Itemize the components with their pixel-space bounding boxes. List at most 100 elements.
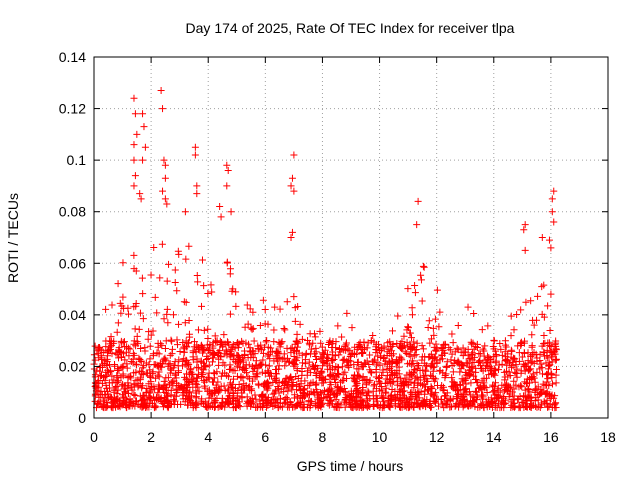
- data-point: [318, 343, 326, 351]
- data-point: [184, 339, 192, 347]
- data-point: [397, 354, 405, 362]
- data-point: [433, 359, 441, 367]
- data-point: [370, 402, 378, 410]
- data-point: [395, 363, 403, 371]
- data-point: [483, 389, 491, 397]
- data-point: [534, 292, 542, 300]
- data-point: [190, 375, 198, 383]
- data-point: [256, 345, 264, 353]
- data-point: [524, 357, 532, 365]
- data-point: [289, 403, 297, 411]
- data-point: [548, 195, 556, 203]
- data-point: [540, 331, 548, 339]
- data-point: [115, 347, 123, 355]
- data-point: [170, 396, 178, 404]
- data-point: [266, 355, 274, 363]
- data-point: [270, 326, 278, 334]
- data-point: [98, 356, 106, 364]
- data-point: [398, 337, 406, 345]
- data-point: [480, 352, 488, 360]
- data-point: [226, 265, 234, 273]
- data-point: [256, 397, 264, 405]
- data-point: [547, 244, 555, 252]
- data-point: [467, 379, 475, 387]
- data-point: [298, 335, 306, 343]
- data-point: [102, 305, 110, 313]
- y-tick-label: 0.1: [67, 152, 87, 168]
- data-point: [157, 363, 165, 371]
- data-point: [107, 394, 115, 402]
- data-point: [510, 326, 518, 334]
- data-point: [438, 352, 446, 360]
- data-point: [223, 161, 231, 169]
- data-point: [503, 361, 511, 369]
- data-point: [372, 373, 380, 381]
- data-point: [259, 356, 267, 364]
- data-point: [317, 369, 325, 377]
- data-point: [453, 387, 461, 395]
- data-point: [496, 340, 504, 348]
- data-point: [235, 357, 243, 365]
- data-point: [220, 331, 228, 339]
- data-point: [456, 380, 464, 388]
- data-point: [504, 382, 512, 390]
- data-point: [492, 357, 500, 365]
- data-point: [113, 390, 121, 398]
- data-point: [324, 365, 332, 373]
- data-point: [139, 315, 147, 323]
- data-point: [265, 362, 273, 370]
- data-point: [478, 326, 486, 334]
- data-point: [455, 358, 463, 366]
- data-point: [328, 400, 336, 408]
- data-point: [353, 381, 361, 389]
- data-point: [442, 392, 450, 400]
- data-point: [490, 336, 498, 344]
- data-point: [474, 403, 482, 411]
- data-point: [156, 395, 164, 403]
- data-point: [103, 362, 111, 370]
- data-point: [520, 226, 528, 234]
- data-point: [420, 376, 428, 384]
- data-point: [127, 398, 135, 406]
- data-point: [240, 363, 248, 371]
- data-point: [430, 391, 438, 399]
- data-point: [495, 393, 503, 401]
- y-tick-label: 0.04: [59, 307, 86, 323]
- data-point: [404, 399, 412, 407]
- data-point: [249, 399, 257, 407]
- data-point: [544, 369, 552, 377]
- data-point: [340, 388, 348, 396]
- data-point: [174, 341, 182, 349]
- data-point: [121, 342, 129, 350]
- data-point: [281, 326, 289, 334]
- data-point: [119, 380, 127, 388]
- data-point: [147, 331, 155, 339]
- data-point: [523, 380, 531, 388]
- data-point: [338, 377, 346, 385]
- data-point: [299, 385, 307, 393]
- data-point: [163, 305, 171, 313]
- data-point: [256, 321, 264, 329]
- data-point: [358, 402, 366, 410]
- data-point: [114, 374, 122, 382]
- data-point: [234, 398, 242, 406]
- data-point: [360, 345, 368, 353]
- data-point: [528, 342, 536, 350]
- data-point: [343, 361, 351, 369]
- data-point: [242, 382, 250, 390]
- data-point: [278, 355, 286, 363]
- data-point: [423, 386, 431, 394]
- data-point: [418, 353, 426, 361]
- data-point: [145, 403, 153, 411]
- data-point: [470, 309, 478, 317]
- data-point: [393, 381, 401, 389]
- data-point: [435, 323, 443, 331]
- data-point: [315, 401, 323, 409]
- data-point: [342, 394, 350, 402]
- data-point: [430, 374, 438, 382]
- data-point: [334, 322, 342, 330]
- x-tick-label: 18: [600, 429, 616, 445]
- data-point: [160, 315, 168, 323]
- data-point: [163, 200, 171, 208]
- data-point: [524, 366, 532, 374]
